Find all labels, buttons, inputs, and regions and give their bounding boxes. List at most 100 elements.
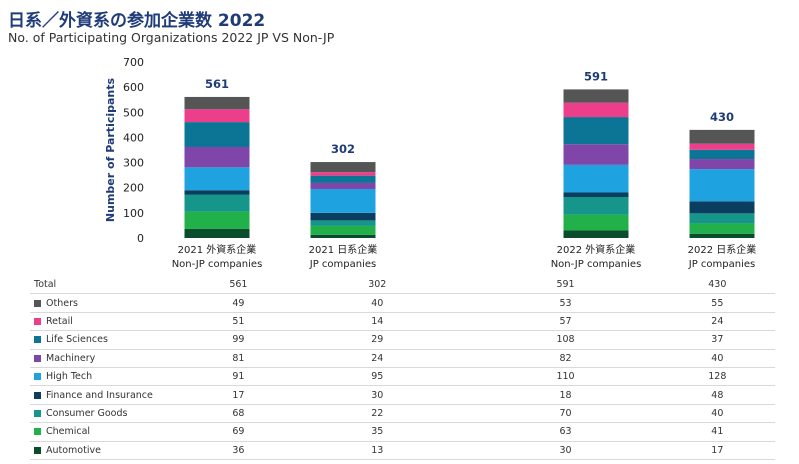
bar-segment-high-tech <box>689 169 755 202</box>
legend-label: Retail <box>46 315 73 327</box>
category-label-sub: JP companies <box>309 259 376 270</box>
table-cell: 40 <box>659 404 775 424</box>
row-label: Total <box>30 276 194 295</box>
bar-segment-chemical <box>689 223 755 234</box>
bar-segment-finance-and-insurance <box>310 212 376 221</box>
y-tick-label: 600 <box>123 81 144 94</box>
bar-total-label: 430 <box>710 110 734 124</box>
bar-segment-chemical <box>310 225 376 235</box>
table-cell: 51 <box>193 312 284 332</box>
category-label-sub: JP companies <box>688 259 755 270</box>
bar-segment-automotive <box>563 230 629 238</box>
table-cell: 17 <box>193 385 284 405</box>
table-cell: 41 <box>659 422 775 442</box>
row-label: Life Sciences <box>30 330 194 350</box>
table-cell: 13 <box>283 441 472 460</box>
bar-segment-high-tech <box>184 167 250 191</box>
table-cell: 110 <box>471 367 660 387</box>
table-row: Finance and Insurance 17 30 18 48 <box>30 385 775 405</box>
table-row: Life Sciences 99 29 108 37 <box>30 330 775 350</box>
bar-segment-machinery <box>563 144 629 165</box>
legend-swatch <box>34 354 41 362</box>
bar-segment-consumer-goods <box>310 220 376 226</box>
legend-swatch <box>34 409 41 417</box>
table-cell: 108 <box>471 330 660 350</box>
bar-segment-automotive <box>689 233 755 238</box>
table-cell: 561 <box>193 276 284 295</box>
table-row: Machinery 81 24 82 40 <box>30 349 775 368</box>
table-cell: 430 <box>659 276 775 295</box>
row-label: Chemical <box>30 422 194 442</box>
table-cell: 17 <box>659 441 775 460</box>
category-label: 2022 日系企業 <box>688 243 757 256</box>
table-cell: 37 <box>659 330 775 350</box>
y-tick-label: 700 <box>123 56 144 69</box>
bar-segment-life-sciences <box>689 149 755 160</box>
table-cell: 82 <box>471 349 660 368</box>
legend-label: Others <box>46 297 78 309</box>
legend-swatch <box>34 446 41 454</box>
bar-segment-others <box>310 162 376 173</box>
legend-swatch <box>34 317 41 325</box>
table-cell: 55 <box>659 293 775 313</box>
legend-label: Consumer Goods <box>46 407 128 419</box>
bar-segment-consumer-goods <box>689 213 755 224</box>
bar-segment-others <box>563 89 629 103</box>
bar-segment-consumer-goods <box>563 197 629 215</box>
table-cell: 69 <box>193 422 284 442</box>
table-cell: 40 <box>659 349 775 368</box>
table-cell: 302 <box>283 276 472 295</box>
category-label: 2021 外資系企業 <box>178 243 257 256</box>
table-row: Chemical 69 35 63 41 <box>30 422 775 442</box>
bar-segment-finance-and-insurance <box>689 201 755 214</box>
row-label: Finance and Insurance <box>30 385 194 405</box>
legend-label: Automotive <box>46 444 101 456</box>
legend-swatch <box>34 336 41 344</box>
bar-segment-life-sciences <box>563 117 629 145</box>
table-cell: 49 <box>193 293 284 313</box>
y-tick-label: 200 <box>123 182 144 195</box>
bar-segment-high-tech <box>563 164 629 193</box>
bar-segment-automotive <box>184 228 250 238</box>
bar-segment-machinery <box>310 182 376 189</box>
legend-label: Chemical <box>46 426 91 438</box>
legend-swatch <box>34 428 41 436</box>
row-label: Automotive <box>30 441 194 460</box>
bar-segment-others <box>689 129 755 144</box>
table-row: Retail 51 14 57 24 <box>30 312 775 332</box>
y-tick-label: 100 <box>123 207 144 220</box>
bar-segment-retail <box>563 102 629 118</box>
table-cell: 22 <box>283 404 472 424</box>
table-cell: 30 <box>471 441 660 460</box>
legend-swatch <box>34 373 41 381</box>
legend-label: Total <box>34 279 57 291</box>
bar-segment-others <box>184 96 250 110</box>
row-label: Others <box>30 293 194 313</box>
table-cell: 14 <box>283 312 472 332</box>
data-table: Total 561 302 591 430 Others 49 40 53 55 Retail 51 1… <box>30 276 775 460</box>
table-cell: 24 <box>283 349 472 368</box>
bar-segment-automotive <box>310 234 376 238</box>
bar-segment-retail <box>310 172 376 176</box>
bar-total-label: 591 <box>584 69 608 83</box>
stacked-bar-chart: Number of Participants 0 100 200 300 400 500 60… <box>104 56 757 270</box>
table-cell: 128 <box>659 367 775 387</box>
bar-segment-retail <box>689 143 755 150</box>
bar-segment-chemical <box>184 211 250 229</box>
row-label: Machinery <box>30 349 194 368</box>
legend-swatch <box>34 299 41 307</box>
table-row: Consumer Goods 68 22 70 40 <box>30 404 775 424</box>
bar-segment-finance-and-insurance <box>563 192 629 198</box>
bar-total-label: 302 <box>331 142 355 156</box>
table-cell: 91 <box>193 367 284 387</box>
bar-segment-machinery <box>689 159 755 170</box>
category-label: 2021 日系企業 <box>309 243 378 256</box>
table-cell: 99 <box>193 330 284 350</box>
table-cell: 95 <box>283 367 472 387</box>
y-tick-label: 300 <box>123 157 144 170</box>
table-cell: 24 <box>659 312 775 332</box>
table-cell: 591 <box>471 276 660 295</box>
table-cell: 53 <box>471 293 660 313</box>
table-cell: 29 <box>283 330 472 350</box>
bar-segment-finance-and-insurance <box>184 190 250 195</box>
